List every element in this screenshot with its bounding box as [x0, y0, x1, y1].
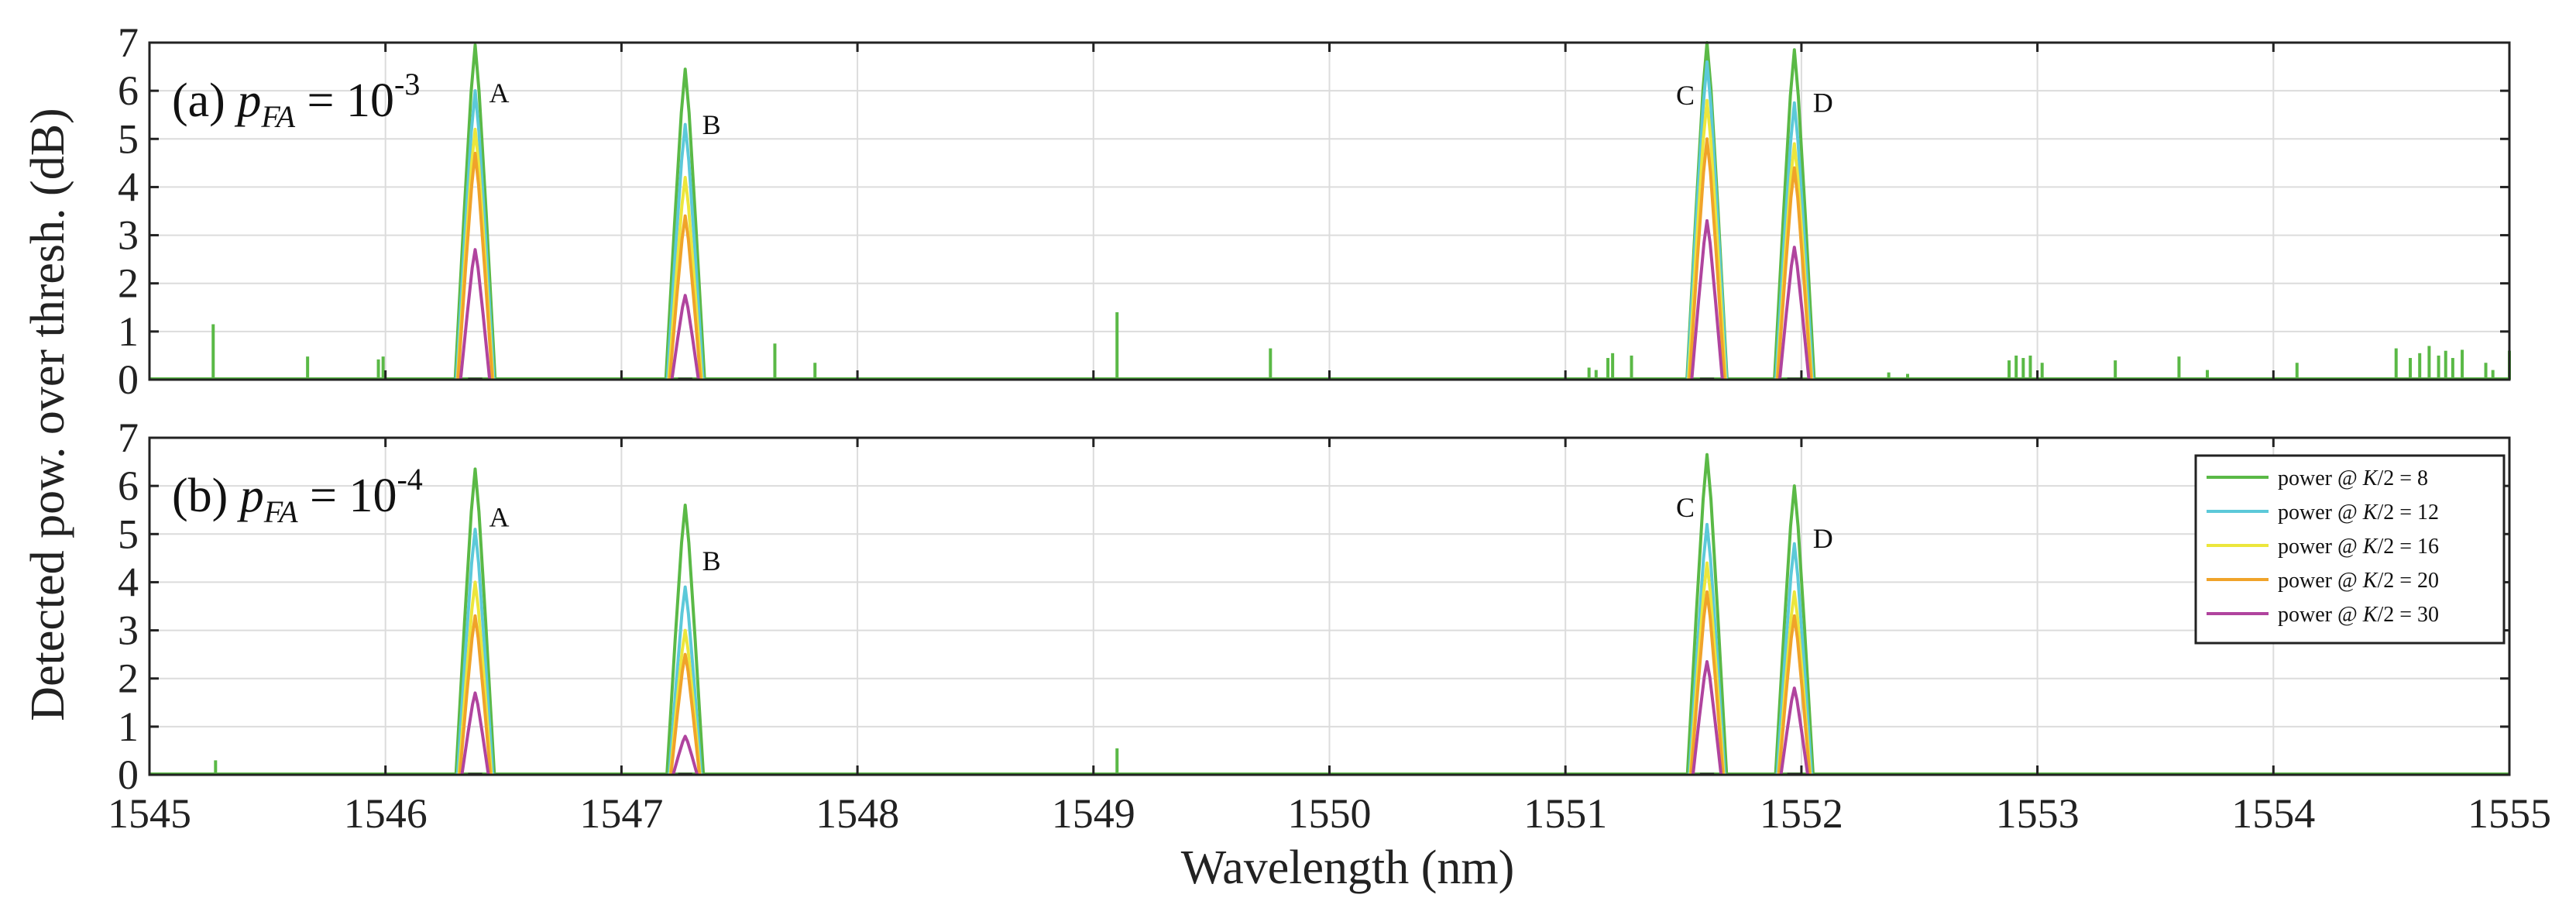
peak-trace	[1773, 48, 1816, 380]
peak-trace	[668, 628, 702, 776]
y-tick-label: 3	[118, 607, 139, 654]
y-tick-label: 1	[118, 308, 139, 355]
peak-trace	[1689, 590, 1725, 776]
peak-label-D: D	[1813, 523, 1833, 554]
x-tick-label: 1554	[2231, 790, 2315, 837]
peak-label-D: D	[1813, 87, 1833, 118]
peak-trace	[668, 214, 702, 380]
y-tick-label: 4	[118, 163, 139, 210]
y-tick-label: 7	[118, 415, 139, 461]
peak-trace	[667, 585, 703, 776]
peak-trace	[1776, 166, 1813, 380]
y-tick-label: 0	[118, 356, 139, 403]
peak-trace	[455, 89, 496, 380]
x-axis-label: Wavelength (nm)	[1181, 841, 1515, 894]
peak-label-A: A	[489, 501, 509, 532]
legend-entry: power @ K/2 = 20	[2278, 569, 2439, 593]
peak-trace	[665, 122, 705, 380]
x-tick-label: 1549	[1052, 790, 1135, 837]
y-tick-label: 3	[118, 212, 139, 259]
peak-trace	[669, 652, 702, 776]
x-tick-label: 1553	[1996, 790, 2080, 837]
peak-trace	[670, 294, 700, 380]
peak-trace	[1688, 561, 1726, 776]
y-tick-label: 1	[118, 704, 139, 750]
peak-trace	[1777, 246, 1811, 380]
y-tick-label: 6	[118, 463, 139, 509]
peak-trace	[665, 504, 706, 776]
peak-trace	[1688, 137, 1726, 380]
peak-trace	[457, 580, 493, 776]
peak-trace	[1691, 660, 1723, 776]
x-tick-label: 1548	[816, 790, 899, 837]
y-tick-label: 6	[118, 67, 139, 114]
peak-label-B: B	[702, 545, 721, 576]
peak-trace	[456, 151, 494, 380]
x-tick-label: 1546	[344, 790, 428, 837]
x-tick-label: 1555	[2468, 790, 2551, 837]
y-tick-label: 7	[118, 19, 139, 66]
x-tick-label: 1550	[1288, 790, 1372, 837]
x-tick-label: 1551	[1523, 790, 1607, 837]
peak-trace	[1688, 522, 1726, 776]
legend: power @ K/2 = 8 power @ K/2 = 12 power @ K…	[2194, 454, 2506, 645]
legend-entry: power @ K/2 = 16	[2278, 535, 2439, 559]
peak-trace	[1685, 60, 1729, 380]
panel-label-a: (a) pFA = 10-3	[172, 67, 420, 134]
legend-entry: power @ K/2 = 8	[2278, 466, 2428, 490]
peak-trace	[1690, 218, 1724, 380]
peak-trace	[454, 467, 496, 776]
peak-label-C: C	[1676, 80, 1695, 111]
y-tick-label: 2	[118, 260, 139, 307]
peak-trace	[667, 176, 703, 380]
y-tick-label: 4	[118, 559, 139, 605]
peak-trace	[453, 43, 497, 380]
panel-label-b: (b) pFA = 10-4	[172, 462, 423, 529]
peak-trace	[455, 528, 495, 776]
peak-label-C: C	[1676, 492, 1695, 523]
peak-trace	[1774, 101, 1815, 380]
peak-trace	[460, 691, 490, 776]
peak-trace	[1687, 98, 1727, 380]
peak-trace	[1775, 542, 1813, 776]
peak-trace	[1774, 484, 1815, 776]
x-tick-label: 1552	[1760, 790, 1843, 837]
legend-entry: power @ K/2 = 12	[2278, 501, 2439, 525]
y-tick-label: 5	[118, 511, 139, 557]
peak-trace	[1779, 686, 1809, 776]
peak-label-B: B	[702, 109, 721, 140]
x-tick-label: 1547	[579, 790, 663, 837]
legend-entry: power @ K/2 = 30	[2278, 603, 2439, 627]
peak-trace	[1777, 614, 1812, 776]
peak-trace	[671, 735, 699, 776]
peak-trace	[458, 614, 493, 776]
y-tick-label: 0	[118, 752, 139, 798]
peak-trace	[459, 248, 492, 380]
peak-trace	[664, 67, 706, 380]
y-tick-label: 5	[118, 115, 139, 162]
peak-trace	[1685, 452, 1729, 776]
y-tick-label: 2	[118, 655, 139, 702]
legend-box	[2194, 454, 2506, 645]
x-tick-label: 1545	[108, 790, 191, 837]
y-axis-label: Detected pow. over thresh. (dB)	[22, 108, 74, 721]
peak-label-A: A	[489, 77, 509, 108]
